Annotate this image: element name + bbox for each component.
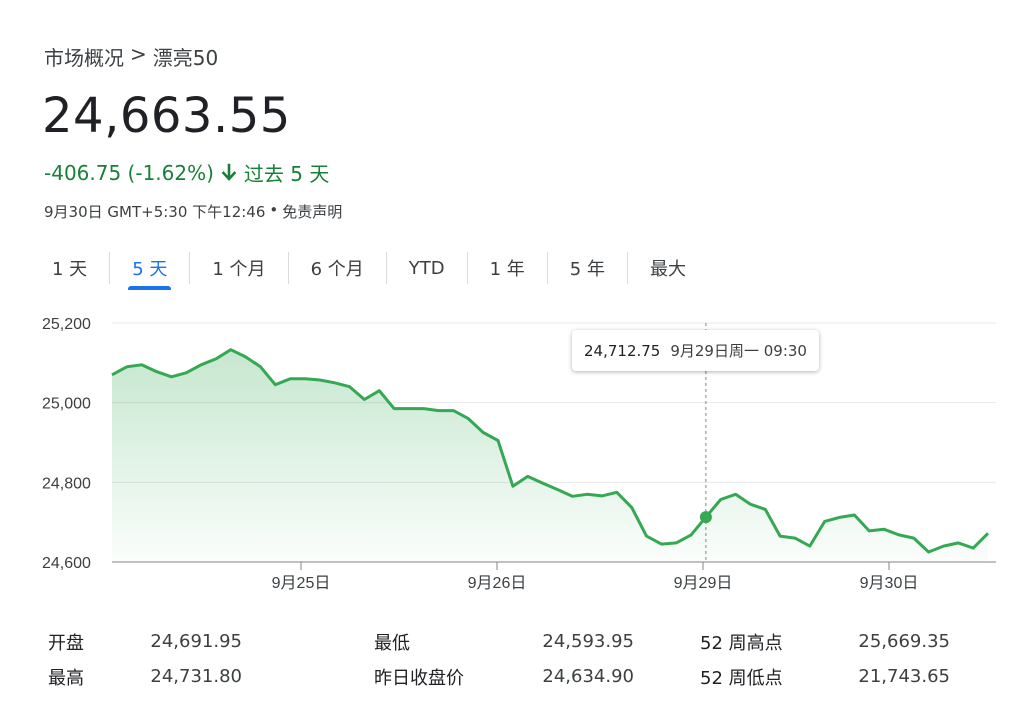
breadcrumb-current: 漂亮50: [152, 46, 219, 70]
stat-value-high: 24,731.80: [150, 666, 242, 687]
tab-divider: [189, 252, 191, 284]
tab-divider: [385, 252, 387, 284]
tab-5y[interactable]: 5 年: [569, 259, 605, 280]
y-tick-label: 24,600: [42, 555, 91, 572]
hover-point: [699, 511, 712, 524]
stat-label-low: 最低: [374, 632, 410, 654]
arrow-down-icon: [221, 163, 237, 181]
tab-max[interactable]: 最大: [649, 259, 686, 280]
stat-label-high: 最高: [48, 667, 84, 689]
stat-value-52w-high: 25,669.35: [858, 631, 950, 652]
tab-divider: [626, 252, 628, 284]
tab-5d[interactable]: 5 天: [110, 248, 189, 290]
range-tabs: 1 天 5 天 1 个月 6 个月 YTD 1 年 5 年 最大: [30, 248, 708, 290]
stat-value-open: 24,691.95: [150, 631, 242, 652]
quote-timestamp-line: 9月30日 GMT+5:30 下午12:46 • 免责声明: [44, 201, 342, 222]
price-area-fill: [112, 349, 988, 562]
tab-1m[interactable]: 1 个月: [212, 259, 266, 280]
tab-1y[interactable]: 1 年: [489, 259, 525, 280]
breadcrumb-separator: >: [130, 42, 147, 66]
current-price: 24,663.55: [42, 88, 291, 144]
tab-divider: [466, 252, 468, 284]
price-chart[interactable]: 25,200 25,000 24,800 24,600 9月25日 9月26日 9月29日 9…: [0, 300, 1024, 600]
price-change: -406.75 (-1.62%) 过去 5 天: [44, 158, 329, 187]
stat-label-52w-high: 52 周高点: [700, 632, 783, 654]
tab-6m[interactable]: 6 个月: [310, 259, 364, 280]
stat-value-prev-close: 24,634.90: [542, 666, 634, 687]
stats-row: 最高 24,731.80 昨日收盘价 24,634.90 52 周低点 21,7…: [48, 659, 968, 694]
disclaimer-link[interactable]: 免责声明: [282, 203, 343, 221]
stats-row: 开盘 24,691.95 最低 24,593.95 52 周高点 25,669.…: [48, 624, 968, 659]
tab-1d[interactable]: 1 天: [52, 259, 88, 280]
tooltip-value: 24,712.75: [584, 341, 661, 360]
tab-divider: [546, 252, 548, 284]
separator-dot: •: [269, 201, 279, 219]
key-stats-table: 开盘 24,691.95 最低 24,593.95 52 周高点 25,669.…: [48, 624, 968, 694]
price-line: [111, 348, 990, 554]
stat-label-open: 开盘: [48, 632, 84, 654]
stat-label-prev-close: 昨日收盘价: [374, 667, 464, 689]
stat-label-52w-low: 52 周低点: [700, 667, 783, 689]
quote-timestamp: 9月30日 GMT+5:30 下午12:46: [44, 203, 266, 221]
x-tick-label: 9月29日: [674, 575, 733, 592]
breadcrumb: 市场概况 > 漂亮50: [44, 42, 218, 71]
tab-ytd[interactable]: YTD: [408, 257, 445, 279]
stat-value-low: 24,593.95: [542, 631, 634, 652]
x-tick-label: 9月26日: [468, 575, 527, 592]
y-tick-label: 25,200: [42, 316, 91, 333]
stat-value-52w-low: 21,743.65: [858, 666, 950, 687]
x-tick-label: 9月25日: [272, 575, 331, 592]
breadcrumb-market-overview[interactable]: 市场概况: [44, 46, 124, 70]
y-tick-label: 24,800: [42, 475, 91, 492]
x-tick-label: 9月30日: [860, 575, 919, 592]
change-value: -406.75 (-1.62%): [44, 160, 214, 185]
y-tick-label: 25,000: [42, 396, 91, 413]
change-period: 过去 5 天: [243, 162, 330, 186]
tab-divider: [287, 252, 289, 284]
price-tooltip: 24,712.75 9月29日周一 09:30: [572, 330, 819, 371]
tab-divider: [109, 252, 111, 284]
tooltip-datetime: 9月29日周一 09:30: [670, 342, 807, 360]
